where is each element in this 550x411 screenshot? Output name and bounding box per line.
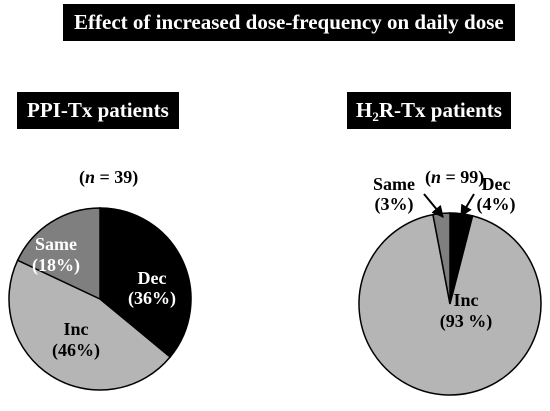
h2r-inc-label: Inc bbox=[453, 290, 478, 310]
h2r-dec-pct: (4%) bbox=[477, 194, 516, 215]
ppi-inc-label: Inc bbox=[63, 319, 88, 339]
ppi-inc-pct: (46%) bbox=[52, 340, 100, 361]
h2r-same-pct: (3%) bbox=[375, 194, 414, 215]
h2r-n-label: (n = 99) bbox=[425, 167, 484, 188]
h2r-title-prefix: H bbox=[356, 98, 373, 122]
ppi-slice-dec bbox=[99, 207, 192, 359]
h2r-pie bbox=[358, 212, 542, 396]
h2r-same-label: Same bbox=[373, 174, 415, 194]
ppi-same-pct: (18%) bbox=[32, 255, 80, 276]
h2r-n-value: = 99) bbox=[446, 167, 485, 188]
h2r-inc-pct: (93 %) bbox=[440, 311, 493, 332]
main-title: Effect of increased dose-frequency on da… bbox=[63, 4, 515, 41]
h2r-slice-inc bbox=[358, 213, 542, 396]
h2r-same-arrow bbox=[423, 193, 444, 218]
ppi-same-label: Same bbox=[35, 234, 77, 254]
h2r-title-subscript: 2 bbox=[372, 109, 379, 124]
h2r-dec-label: Dec bbox=[482, 174, 511, 194]
h2r-chart-title: H2R-Tx patients bbox=[347, 92, 511, 129]
ppi-dec-pct: (36%) bbox=[128, 288, 176, 309]
ppi-slice-same bbox=[16, 207, 101, 301]
ppi-slice-inc bbox=[8, 259, 172, 391]
ppi-n-value: = 39 bbox=[100, 167, 133, 187]
ppi-dec-label: Dec bbox=[138, 268, 167, 288]
h2r-title-suffix: R-Tx patients bbox=[378, 98, 502, 122]
ppi-pie bbox=[8, 207, 192, 391]
h2r-dec-arrow bbox=[460, 193, 475, 218]
ppi-chart-title: PPI-Tx patients bbox=[17, 92, 179, 129]
ppi-n-label: (n = 39) bbox=[79, 167, 138, 188]
